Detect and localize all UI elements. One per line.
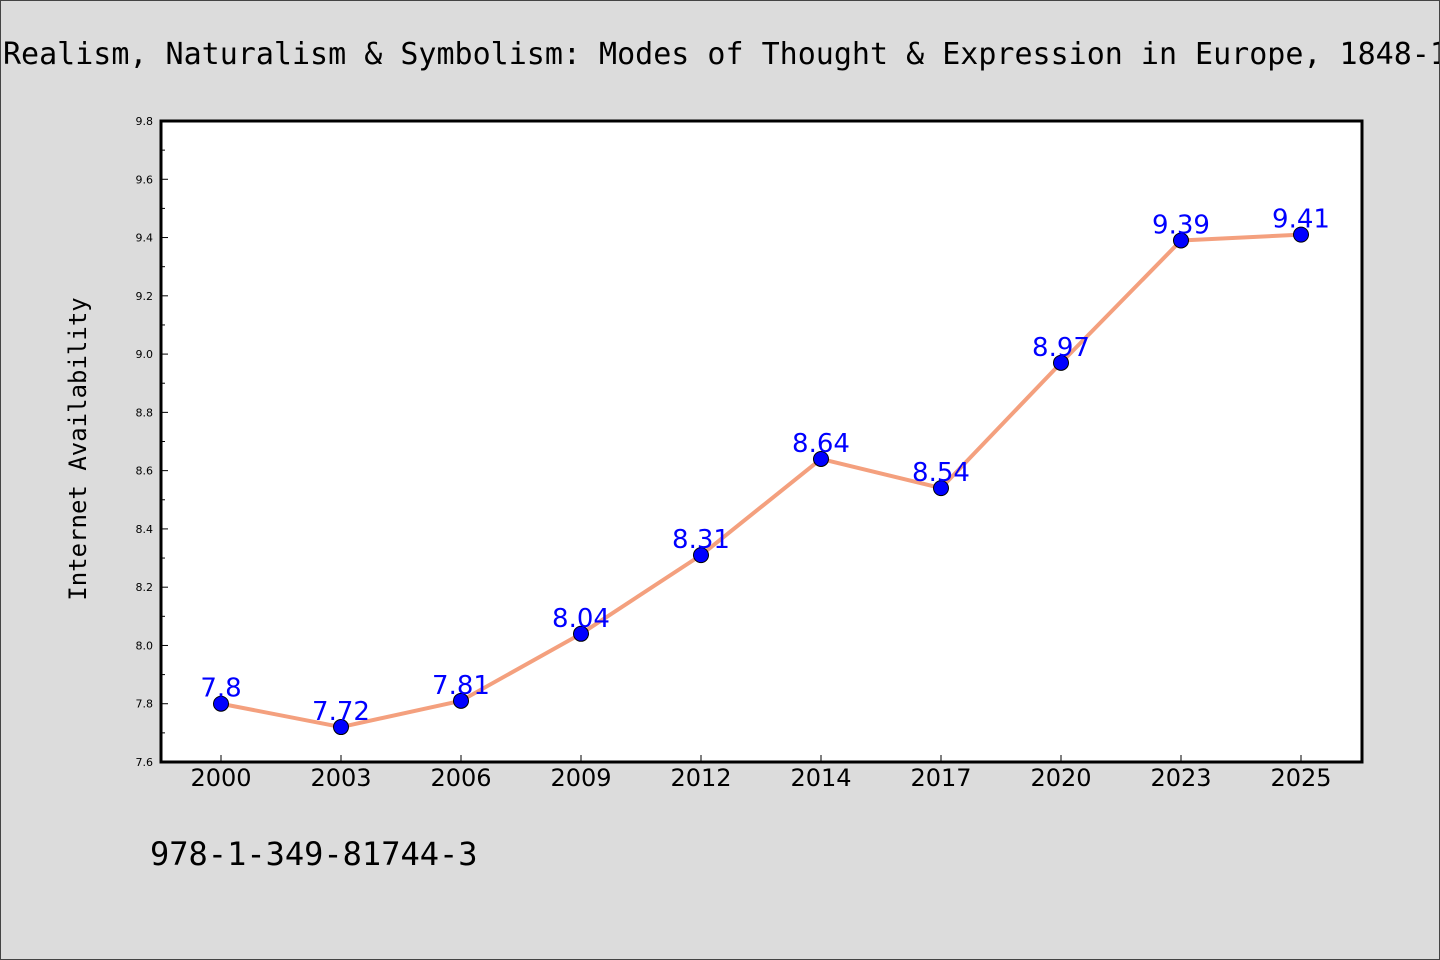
data-point — [933, 480, 949, 497]
data-point — [1053, 354, 1069, 371]
data-label: 7.72 — [312, 697, 370, 727]
data-point — [333, 719, 349, 736]
y-tick-label: 9.4 — [136, 232, 154, 245]
x-axis: 2000 2003 2006 2009 2012 2014 2017 2020 2023 2025 — [190, 755, 1332, 792]
data-label: 8.97 — [1032, 333, 1090, 363]
chart-title: Realism, Naturalism & Symbolism: Modes o… — [3, 37, 1440, 72]
y-tick-label: 9.2 — [136, 290, 154, 303]
y-tick-label: 8.4 — [136, 523, 154, 536]
data-label: 9.39 — [1152, 210, 1210, 240]
data-point — [573, 625, 589, 642]
data-label: 8.64 — [792, 429, 850, 459]
data-point — [1293, 226, 1309, 243]
x-tick-label: 2020 — [1030, 764, 1091, 792]
x-tick-label: 2017 — [910, 764, 971, 792]
y-tick-label: 7.6 — [136, 756, 154, 769]
x-tick-label: 2000 — [190, 764, 251, 792]
plot-area — [159, 119, 1364, 764]
data-label: 7.81 — [432, 671, 490, 701]
x-tick-label: 2023 — [1150, 764, 1211, 792]
data-point — [213, 695, 229, 712]
x-tick-label: 2014 — [790, 764, 851, 792]
data-point — [1173, 232, 1189, 249]
y-axis: 7.6 7.8 8.0 8.2 8.4 8.6 8.8 9.0 9.2 9.4 9.6 9.8 — [136, 115, 168, 769]
y-tick-label: 7.8 — [136, 698, 154, 711]
isbn-footer: 978-1-349-81744-3 — [150, 835, 478, 873]
x-tick-label: 2006 — [430, 764, 491, 792]
data-label: 7.8 — [200, 674, 241, 704]
x-tick-label: 2012 — [670, 764, 731, 792]
data-label: 9.41 — [1272, 205, 1330, 235]
data-label: 8.04 — [552, 604, 610, 634]
data-point — [813, 450, 829, 467]
series-line — [220, 232, 1302, 730]
data-point — [453, 692, 469, 709]
x-tick-label: 2003 — [310, 764, 371, 792]
y-tick-label: 9.0 — [136, 348, 154, 361]
series-group: 7.8 7.72 7.81 8.04 8.31 8.64 8.54 8.97 9.39 9.41 — [200, 205, 1330, 736]
y-tick-label: 8.6 — [136, 465, 154, 478]
data-label: 8.54 — [912, 458, 970, 488]
data-label: 8.31 — [672, 525, 730, 555]
y-tick-label: 8.2 — [136, 581, 154, 594]
y-tick-label: 8.8 — [136, 406, 154, 419]
y-axis-label: Internet Availability — [64, 297, 92, 600]
x-tick-label: 2025 — [1270, 764, 1331, 792]
data-point — [693, 547, 709, 564]
y-tick-label: 9.6 — [136, 173, 154, 186]
y-tick-label: 8.0 — [136, 639, 154, 652]
y-tick-label: 9.8 — [136, 115, 154, 128]
x-tick-label: 2009 — [550, 764, 611, 792]
